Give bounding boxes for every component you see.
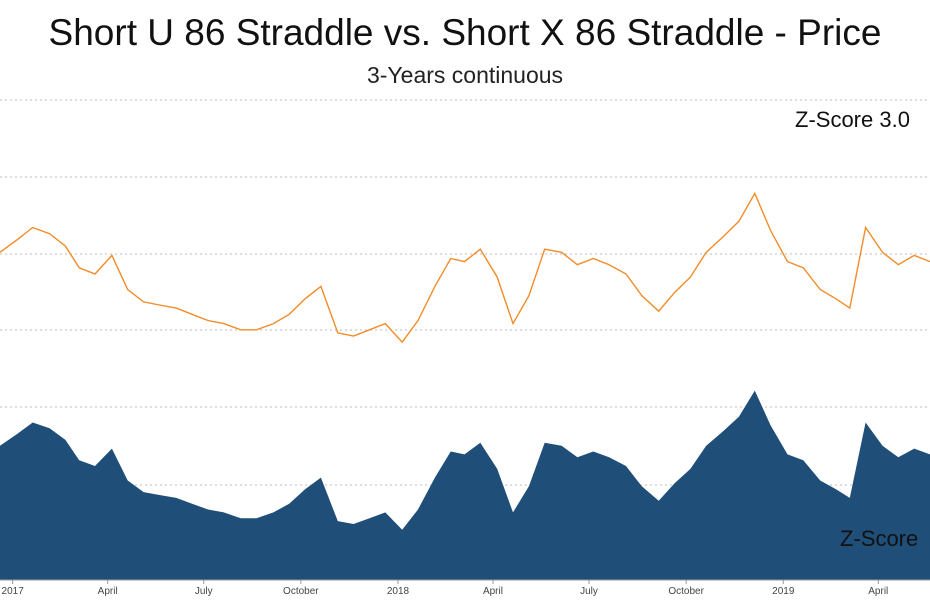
x-tick-label: October xyxy=(668,586,704,597)
x-tick-label: April xyxy=(483,586,503,597)
x-tick-label: 2019 xyxy=(772,586,795,597)
zscore-area-series xyxy=(0,390,930,580)
chart-subtitle: 3-Years continuous xyxy=(366,62,564,88)
x-tick-label: July xyxy=(195,586,213,597)
x-tick-label: July xyxy=(580,586,598,597)
zscore-bottom-annotation: Z-Score xyxy=(840,526,918,551)
x-tick-label: 2017 xyxy=(2,586,25,597)
x-tick-label: 2018 xyxy=(387,586,410,597)
chart-title: Short U 86 Straddle vs. Short X 86 Strad… xyxy=(48,12,882,53)
x-tick-label: April xyxy=(868,586,888,597)
price-line-series xyxy=(0,191,930,344)
zscore-top-annotation: Z-Score 3.0 xyxy=(795,107,910,132)
x-tick-label: April xyxy=(98,586,118,597)
x-tick-label: October xyxy=(283,586,319,597)
